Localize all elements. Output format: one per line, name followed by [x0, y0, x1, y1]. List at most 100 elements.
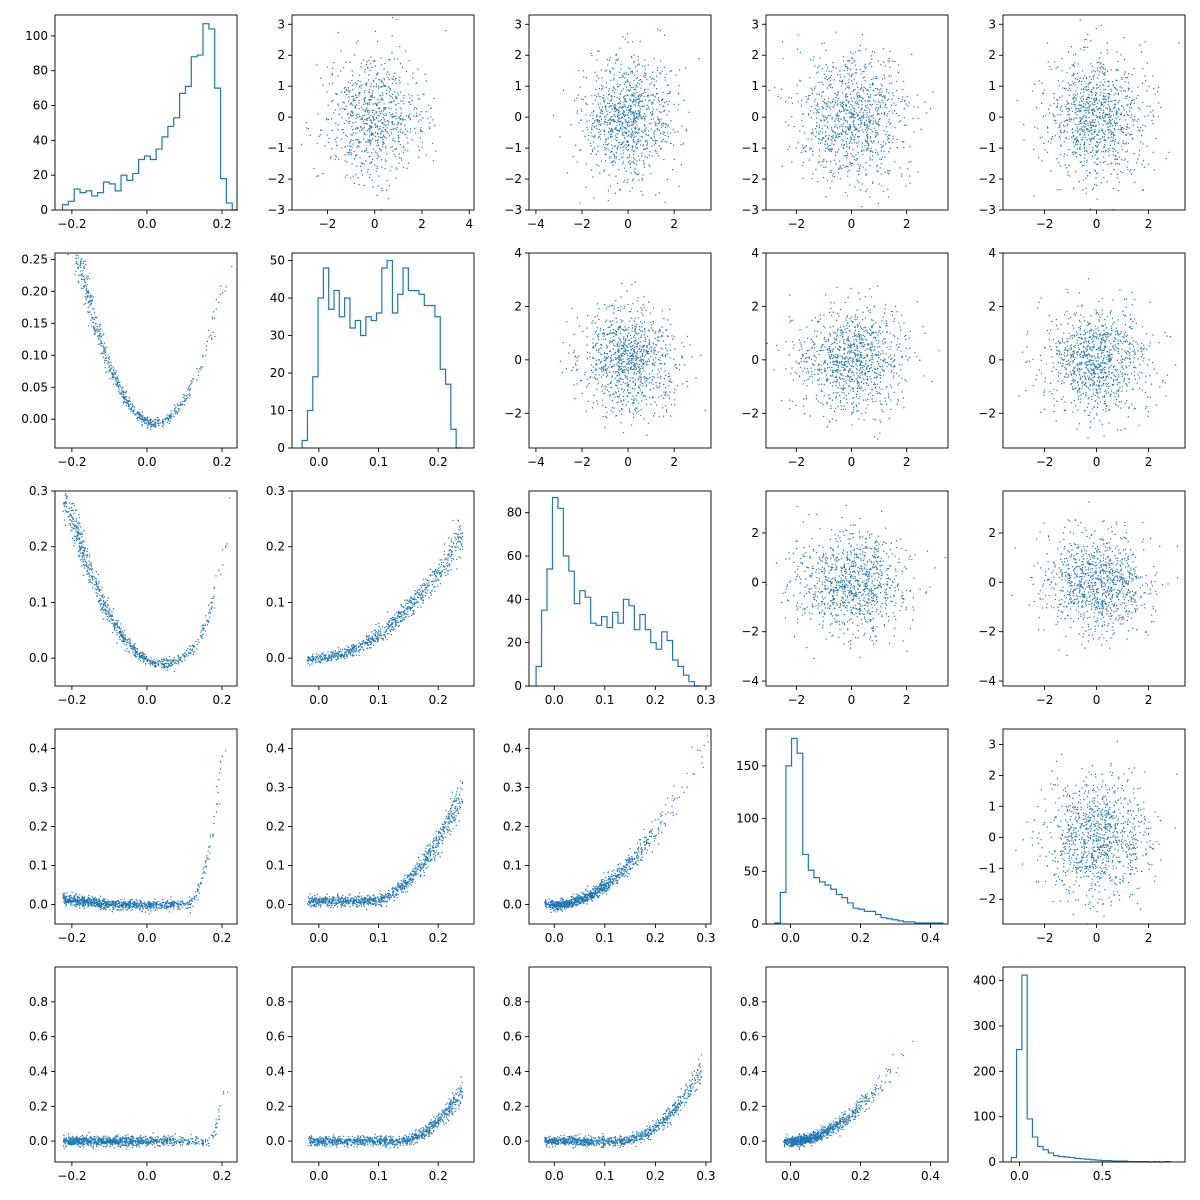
data-point: [644, 354, 647, 356]
data-point: [1158, 86, 1160, 89]
data-point: [660, 347, 662, 349]
scatter-points: [1016, 19, 1180, 211]
data-point: [1142, 160, 1145, 162]
data-point: [368, 99, 370, 101]
data-point: [873, 77, 875, 79]
data-point: [114, 378, 116, 380]
data-point: [591, 149, 594, 151]
data-point: [1087, 107, 1089, 109]
data-point: [630, 106, 632, 108]
data-point: [1066, 131, 1068, 133]
data-point: [630, 136, 632, 138]
data-point: [360, 118, 362, 120]
data-point: [148, 421, 150, 423]
data-point: [94, 332, 96, 335]
data-point: [845, 126, 847, 128]
data-point: [595, 125, 597, 127]
data-point: [1102, 63, 1104, 65]
data-point: [636, 323, 638, 325]
data-point: [75, 257, 77, 259]
data-point: [90, 296, 92, 298]
data-point: [863, 124, 865, 126]
data-point: [630, 133, 632, 135]
data-point: [623, 346, 625, 348]
data-point: [92, 317, 94, 319]
data-point: [613, 87, 615, 89]
data-point: [140, 418, 142, 420]
data-point: [399, 143, 401, 146]
data-point: [660, 368, 662, 370]
data-point: [633, 54, 635, 56]
data-point: [363, 92, 366, 94]
data-point: [1083, 144, 1086, 146]
data-point: [1090, 122, 1092, 124]
data-point: [659, 121, 661, 123]
data-point: [417, 98, 419, 100]
data-point: [1085, 187, 1087, 189]
data-point: [1062, 80, 1064, 82]
data-point: [632, 154, 635, 156]
data-point: [1083, 148, 1085, 150]
data-point: [821, 105, 824, 108]
data-point: [829, 187, 831, 189]
data-point: [852, 83, 854, 85]
data-point: [1090, 63, 1092, 65]
data-point: [1079, 161, 1081, 163]
data-point: [618, 130, 620, 132]
data-point: [1110, 131, 1112, 133]
data-point: [368, 156, 370, 158]
data-point: [1103, 105, 1105, 107]
data-point: [1060, 144, 1062, 146]
data-point: [403, 95, 405, 97]
data-point: [354, 155, 357, 157]
data-point: [667, 353, 669, 355]
data-point: [1125, 151, 1127, 153]
data-point: [1056, 99, 1058, 101]
data-point: [368, 127, 370, 129]
data-point: [634, 122, 636, 124]
data-point: [660, 148, 662, 150]
data-point: [624, 38, 626, 40]
data-point: [613, 365, 615, 367]
data-point: [596, 116, 598, 118]
data-point: [596, 327, 598, 329]
data-point: [1051, 136, 1053, 138]
data-point: [913, 106, 915, 108]
data-point: [1121, 148, 1123, 150]
data-point: [612, 119, 614, 121]
data-point: [381, 131, 383, 133]
data-point: [162, 419, 164, 421]
data-point: [86, 278, 89, 280]
data-point: [626, 290, 628, 292]
data-point: [848, 87, 850, 89]
data-point: [392, 78, 394, 81]
data-point: [124, 397, 126, 399]
data-point: [1083, 121, 1086, 123]
data-point: [400, 100, 402, 102]
data-point: [629, 111, 631, 113]
data-point: [642, 304, 644, 306]
data-point: [1128, 73, 1130, 75]
data-point: [356, 165, 358, 167]
data-point: [613, 113, 615, 115]
data-point: [620, 153, 622, 155]
data-point: [837, 91, 839, 93]
data-point: [615, 415, 617, 417]
data-point: [120, 386, 122, 388]
data-point: [369, 173, 372, 175]
data-point: [636, 353, 638, 355]
data-point: [624, 376, 626, 378]
data-point: [346, 161, 348, 163]
data-point: [610, 116, 612, 118]
data-point: [1074, 105, 1076, 107]
data-point: [643, 148, 646, 150]
data-point: [108, 362, 111, 364]
data-point: [604, 363, 607, 366]
data-point: [87, 311, 89, 313]
data-point: [852, 73, 854, 75]
data-point: [623, 134, 625, 137]
data-point: [1107, 103, 1109, 106]
data-point: [1107, 113, 1109, 115]
data-point: [360, 125, 362, 128]
data-point: [1100, 104, 1102, 106]
